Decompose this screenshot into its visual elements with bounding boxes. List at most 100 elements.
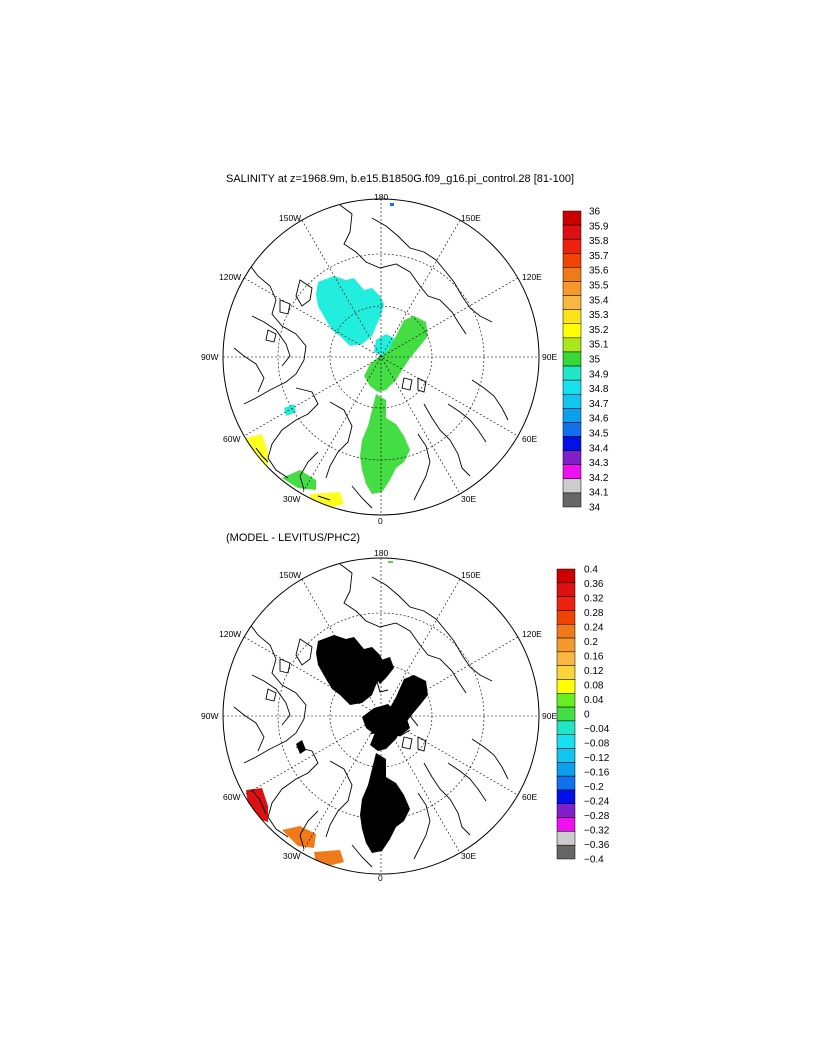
lon-label: 150W	[279, 213, 301, 223]
lon-label: 150E	[461, 213, 481, 223]
colorbar-label: 35	[589, 355, 601, 366]
colorbar-swatch	[556, 582, 576, 597]
colorbar-swatch	[556, 623, 576, 639]
panel-title: (MODEL - LEVITUS/PHC2)	[226, 532, 360, 544]
data-patch	[360, 753, 410, 853]
data-patch	[374, 657, 394, 684]
panel-difference: (MODEL - LEVITUS/PHC2)	[201, 532, 610, 883]
colorbar-swatch	[556, 651, 576, 666]
colorbar-label: 35.7	[589, 251, 609, 262]
colorbar-label: 35.4	[589, 295, 609, 306]
data-patch	[316, 635, 384, 705]
colorbar-swatch	[562, 478, 582, 494]
lon-label: 60W	[223, 434, 240, 444]
colorbar-label: 35.1	[589, 340, 609, 351]
colorbar-swatch	[562, 351, 582, 367]
lon-label: 30E	[461, 494, 476, 504]
colorbar-label: 35.3	[589, 310, 609, 321]
lon-label: 60E	[522, 434, 537, 444]
data-patch	[282, 470, 316, 490]
contour-lines	[255, 447, 331, 501]
data-patch	[284, 404, 296, 416]
coastlines	[233, 563, 509, 868]
colorbar-label: 34.3	[589, 458, 609, 469]
colorbar-swatch	[556, 596, 576, 611]
lon-label: 90W	[201, 352, 218, 362]
lon-label: 30W	[283, 851, 300, 861]
colorbar-swatch	[556, 720, 576, 735]
map-boundary	[222, 557, 540, 875]
lon-label: 120E	[522, 272, 542, 282]
lon-label: 90W	[201, 711, 218, 721]
colorbar-label: 34.7	[589, 399, 609, 410]
lon-label: 90E	[542, 352, 557, 362]
colorbar-swatch	[556, 637, 576, 653]
colorbar-swatch	[562, 422, 582, 437]
colorbar-swatch	[562, 224, 582, 240]
graticule	[223, 558, 539, 874]
coastlines	[233, 204, 509, 509]
lon-label: 0	[378, 873, 383, 883]
pole-marker	[390, 203, 394, 206]
colorbar-swatch	[556, 693, 576, 708]
map-boundary	[222, 198, 540, 516]
colorbar-swatch	[556, 775, 576, 791]
colorbar-swatch	[556, 844, 576, 860]
colorbar-label: −0.12	[584, 753, 610, 764]
colorbar-swatch	[562, 323, 582, 339]
colorbar-swatch	[562, 210, 582, 226]
colorbar-label: 0.04	[584, 695, 604, 706]
colorbar-swatch	[562, 393, 582, 409]
lon-label: 60W	[223, 792, 240, 802]
lon-label: 120W	[219, 629, 241, 639]
data-patch	[246, 788, 268, 822]
data-patch	[364, 316, 428, 392]
colorbar-swatch	[556, 762, 576, 777]
colorbar-label: −0.2	[584, 782, 604, 793]
lon-label: 60E	[522, 792, 537, 802]
colorbar-label: 35.5	[589, 281, 609, 292]
colorbar-label: −0.36	[584, 840, 610, 851]
colorbar: 36 35.9 35.8 35.7 35.6 35.5 35.4 35.3 35.2 35.1 35…	[562, 207, 609, 514]
lon-label: 150E	[461, 570, 481, 580]
colorbar-swatch	[556, 665, 576, 680]
longitude-labels: 180 150E 120E 90E 60E 30E 0 30W 60W 90W …	[201, 548, 557, 883]
data-patch	[282, 826, 316, 848]
colorbar-label: 0.24	[584, 623, 604, 634]
lon-label: 30W	[283, 494, 300, 504]
colorbar-label: −0.28	[584, 811, 610, 822]
data-patch	[316, 276, 384, 346]
colorbar-swatch	[562, 281, 582, 296]
lon-label: 150W	[279, 570, 301, 580]
colorbar-label: −0.32	[584, 826, 610, 837]
colorbar-label: 34.5	[589, 429, 609, 440]
colorbar-label: −0.04	[584, 724, 610, 735]
colorbar-label: 34.8	[589, 384, 609, 395]
colorbar-swatch	[556, 610, 576, 625]
colorbar-label: 0.12	[584, 666, 604, 677]
colorbar-swatch	[562, 337, 582, 353]
colorbar-swatch	[556, 789, 576, 805]
colorbar-swatch	[562, 450, 582, 465]
data-patch	[296, 740, 306, 754]
colorbar-swatch	[556, 568, 576, 584]
colorbar-label: 0.28	[584, 608, 604, 619]
colorbar-label: 34	[589, 503, 601, 514]
colorbar-swatch	[562, 253, 582, 268]
data-patch	[374, 334, 394, 356]
colorbar-swatch	[556, 817, 576, 832]
lon-label: 30E	[461, 851, 476, 861]
colorbar-label: 35.2	[589, 325, 609, 336]
colorbar-label: 34.6	[589, 414, 609, 425]
colorbar-label: 35.9	[589, 221, 609, 232]
colorbar-label: −0.24	[584, 797, 610, 808]
colorbar-swatch	[556, 679, 576, 694]
colorbar-swatch	[562, 408, 582, 423]
colorbar-swatch	[556, 734, 576, 749]
colorbar-label: −0.08	[584, 739, 610, 750]
colorbar-label: 35.8	[589, 236, 609, 247]
polar-map: 180 150E 120E 90E 60E 30E 0 30W 60W 90W …	[201, 192, 557, 526]
colorbar-label: −0.4	[584, 855, 604, 866]
colorbar-label: 34.9	[589, 369, 609, 380]
